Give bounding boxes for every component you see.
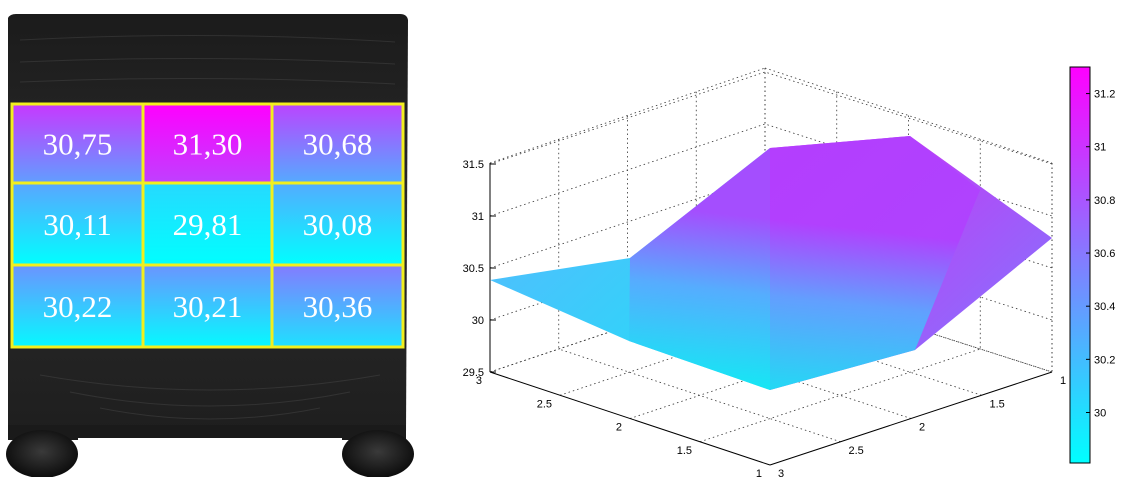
cell-value-label: 30,68 [303, 127, 373, 162]
value-cell [12, 183, 143, 265]
colorbar-tick-label: 30.2 [1094, 354, 1115, 366]
cell-value-label: 29,81 [173, 207, 243, 242]
value-cell [272, 183, 403, 265]
grid-line [489, 279, 1053, 373]
x-tick-label: 2.5 [849, 445, 864, 457]
grid-line [764, 67, 1053, 164]
value-cell [12, 265, 143, 347]
colorbar-tick-label: 30 [1094, 408, 1106, 420]
value-cell [272, 104, 403, 183]
value-cell [12, 104, 143, 183]
colorbar-tick-label: 30.6 [1094, 248, 1115, 260]
colorbar: 30 30.2 30.4 30.6 30.8 31 31.2 [1069, 66, 1115, 464]
y-tick-label: 1 [756, 468, 762, 477]
x-tick-label: 1.5 [990, 398, 1005, 410]
cell-value-label: 30,36 [303, 289, 373, 324]
grid-border [10, 102, 405, 349]
value-cell [272, 265, 403, 347]
axis-line [769, 371, 1053, 466]
surface-plot-panel: 29.5 30 30.5 31 31.5 3 2.5 2 1.5 1 1 1.5 2 2.5 3 30 30.… [420, 0, 1121, 480]
colorbar-ticks: 30 30.2 30.4 30.6 30.8 31 31.2 [1086, 89, 1115, 420]
plot-ticks: 29.5 30 30.5 31 31.5 3 2.5 2 1.5 1 1 1.5 2 2.5 3 [463, 159, 1067, 480]
value-cell [143, 265, 272, 347]
texture-lines [19, 34, 396, 420]
value-grid: 30,75 31,30 30,68 30,11 29,81 30,08 30,22 30,21… [10, 102, 405, 349]
cell-value-label: 30,11 [43, 207, 112, 242]
z-tick-label: 29.5 [463, 367, 484, 379]
colorbar-tick-label: 30.8 [1094, 195, 1115, 207]
axis-line [489, 371, 771, 466]
cell-value-label: 31,30 [173, 127, 243, 162]
x-tick-label: 2 [919, 422, 925, 434]
base-strip [8, 425, 406, 440]
x-tick-label: 1 [1060, 375, 1066, 387]
cell-value-label: 30,08 [303, 207, 373, 242]
x-tick-label: 3 [778, 468, 784, 477]
specimen-photo: 30,75 31,30 30,68 30,11 29,81 30,08 30,22 30,21… [6, 14, 414, 478]
right-roller [342, 430, 414, 478]
y-tick-label: 1.5 [677, 445, 692, 457]
surface-patch-center [629, 136, 980, 390]
y-tick-label: 2.5 [537, 398, 552, 410]
z-tick-label: 30 [472, 315, 484, 327]
colorbar-tick-label: 31 [1094, 142, 1106, 154]
value-cell [143, 104, 272, 183]
y-tick-label: 3 [476, 375, 482, 387]
z-tick-label: 31.5 [463, 159, 484, 171]
surface [490, 136, 1052, 390]
surface-plot: 29.5 30 30.5 31 31.5 3 2.5 2 1.5 1 1 1.5 2 2.5 3 30 30.… [463, 66, 1115, 480]
left-roller [6, 430, 78, 478]
y-tick-label: 2 [616, 422, 622, 434]
colorbar-tick-label: 30.4 [1094, 301, 1115, 313]
cell-value-label: 30,22 [43, 289, 113, 324]
colorbar-scale [1069, 66, 1091, 464]
grid-line [489, 71, 1053, 165]
specimen-photo-panel: 30,75 31,30 30,68 30,11 29,81 30,08 30,22 30,21… [0, 0, 420, 478]
cell-value-label: 30,21 [173, 289, 243, 324]
value-cell [143, 183, 272, 265]
cell-value-label: 30,75 [43, 127, 113, 162]
colorbar-tick-label: 31.2 [1094, 89, 1115, 101]
z-tick-label: 30.5 [463, 263, 484, 275]
z-tick-label: 31 [472, 211, 484, 223]
